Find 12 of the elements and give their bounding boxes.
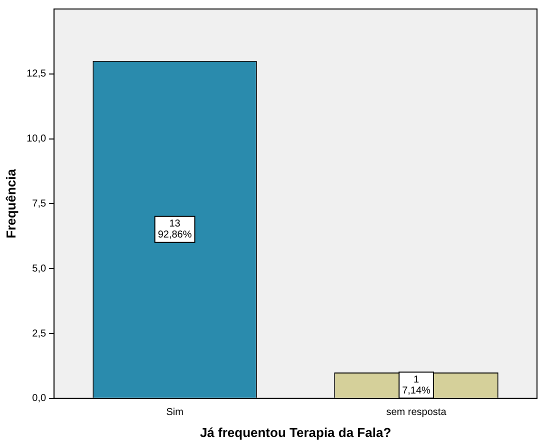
data-label: 1 7,14% bbox=[402, 374, 431, 396]
y-axis-title: Frequência bbox=[3, 168, 18, 238]
data-label: 13 92,86% bbox=[158, 218, 192, 241]
x-tick-label: sem resposta bbox=[386, 407, 447, 418]
y-tick-label: 10,0 bbox=[26, 134, 46, 145]
x-axis-title: Já frequentou Terapia da Fala? bbox=[200, 424, 392, 440]
y-tick-label: 0,0 bbox=[32, 393, 46, 404]
x-tick-label: Sim bbox=[166, 407, 184, 418]
y-tick-label: 5,0 bbox=[32, 263, 46, 274]
y-tick-label: 7,5 bbox=[32, 198, 46, 210]
y-tick-label: 2,5 bbox=[32, 328, 46, 340]
y-tick-label: 12,5 bbox=[26, 68, 46, 80]
